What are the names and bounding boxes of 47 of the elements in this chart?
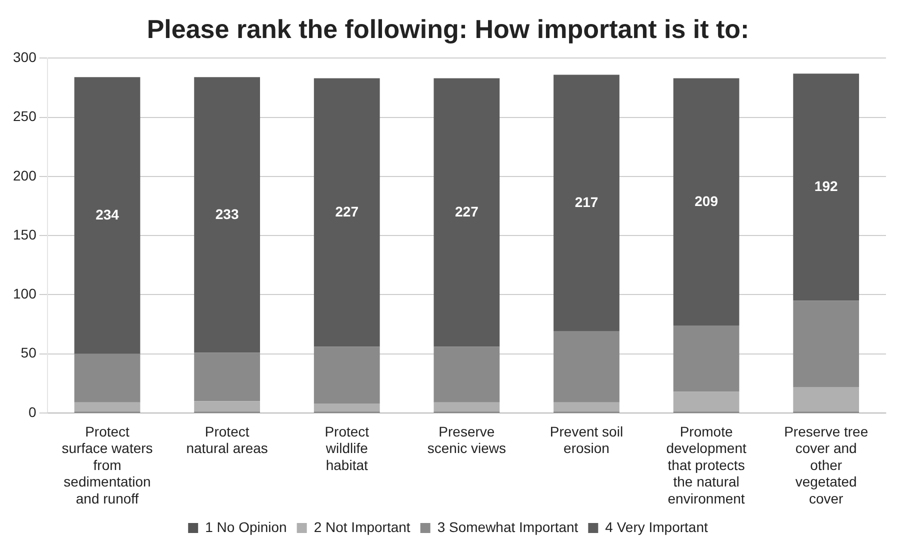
legend-label: 4 Very Important <box>605 518 708 535</box>
data-label: 192 <box>814 178 838 194</box>
data-label: 227 <box>455 203 479 220</box>
bar <box>74 402 140 412</box>
y-tick-label: 0 <box>28 404 37 420</box>
bar <box>194 401 260 412</box>
bar <box>194 77 260 353</box>
data-label: 217 <box>574 194 598 210</box>
data-label: 227 <box>335 203 359 220</box>
data-label: 209 <box>694 192 718 209</box>
x-tick-label: Preserve scenic views <box>427 423 506 456</box>
bar <box>673 392 740 412</box>
y-tick-label: 300 <box>13 49 37 66</box>
x-tick-label: Promote development that protects the natural environment <box>666 423 746 506</box>
bar <box>434 402 500 412</box>
y-tick-label: 200 <box>13 167 37 184</box>
bar <box>434 346 500 402</box>
x-tick-label: Prevent soil erosion <box>550 423 624 456</box>
bar <box>793 74 860 301</box>
bar <box>554 331 620 402</box>
legend-label: 2 Not Important <box>314 518 410 535</box>
y-tick-label: 150 <box>13 226 37 242</box>
chart-title: Please rank the following: How important is it to: <box>146 14 750 44</box>
data-label: 234 <box>96 206 120 222</box>
y-tick-label: 100 <box>13 286 37 302</box>
x-tick-label: Protect natural areas <box>186 423 268 456</box>
legend-label: 3 Somewhat Important <box>437 518 578 535</box>
y-tick-label: 250 <box>13 108 37 124</box>
legend-label: 1 No Opinion <box>205 518 287 535</box>
bar <box>74 354 140 402</box>
bar <box>673 78 740 326</box>
x-tick-label: Preserve tree cover and other vegetated cover <box>784 423 868 506</box>
bar <box>314 78 380 347</box>
y-tick-label: 50 <box>20 344 37 361</box>
bar <box>194 352 260 402</box>
bar <box>793 386 860 412</box>
bar <box>554 402 620 412</box>
bar <box>793 300 860 387</box>
data-label: 233 <box>215 206 239 222</box>
bar <box>314 404 380 412</box>
bar <box>74 77 140 354</box>
bar <box>434 78 500 347</box>
bar <box>673 325 740 392</box>
bar <box>554 74 620 332</box>
x-tick-label: Protect surface waters from sedimentation and runoff <box>62 423 153 506</box>
x-tick-label: Protect wildlife habitat <box>324 423 370 473</box>
bar <box>314 346 380 404</box>
